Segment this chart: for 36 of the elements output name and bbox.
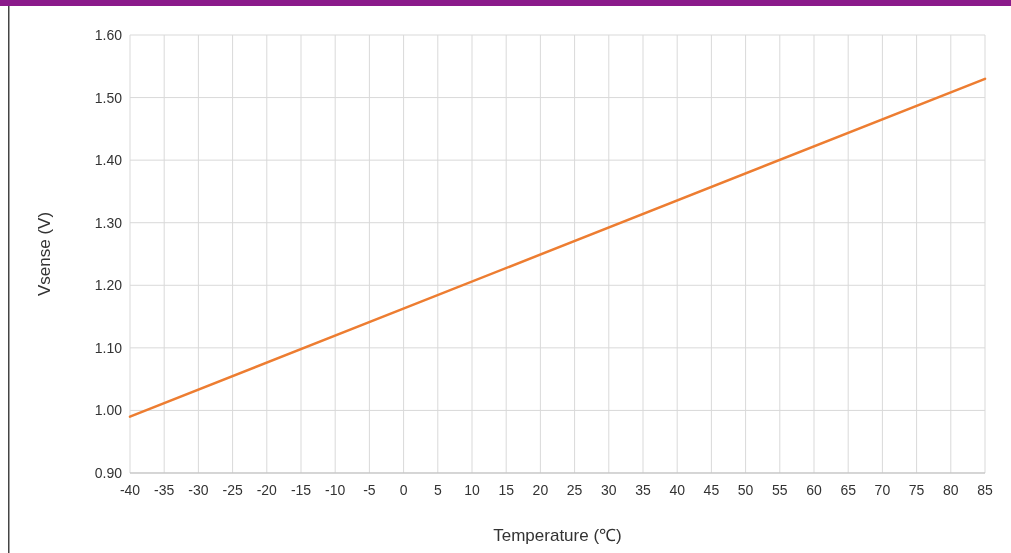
- x-axis-title: Temperature (℃): [493, 526, 622, 545]
- y-tick-label: 1.60: [94, 27, 123, 43]
- y-tick-label: 1.40: [94, 152, 123, 169]
- x-tick-label: 0: [399, 482, 408, 498]
- y-tick-label: 0.90: [94, 465, 123, 481]
- x-tick-label: -10: [325, 482, 346, 498]
- y-tick-label: 1.00: [94, 402, 123, 419]
- x-tick-label: -25: [222, 482, 243, 498]
- y-tick-label: 1.10: [94, 339, 123, 356]
- x-tick-label: 40: [669, 482, 686, 498]
- x-tick-label: 30: [601, 482, 617, 498]
- x-tick-label: 10: [464, 482, 480, 498]
- x-tick-label: -35: [154, 482, 175, 498]
- y-axis-title: Vsense (V): [35, 211, 54, 297]
- x-tick-label: -15: [290, 482, 312, 498]
- x-tick-label: 75: [908, 482, 925, 498]
- x-tick-label: 20: [532, 482, 549, 498]
- x-tick-label: 45: [703, 482, 720, 498]
- x-tick-label: -30: [188, 482, 209, 498]
- y-tick-label: 1.20: [94, 277, 123, 294]
- x-tick-label: 65: [840, 482, 857, 498]
- x-tick-label: 5: [433, 482, 442, 498]
- x-tick-label: 55: [772, 482, 788, 498]
- x-tick-label: 50: [737, 482, 754, 498]
- x-tick-label: 15: [498, 482, 515, 498]
- y-tick-label: 1.50: [94, 89, 123, 106]
- x-tick-label: 85: [977, 482, 993, 498]
- x-tick-label: 70: [874, 482, 891, 498]
- x-tick-label: 35: [635, 482, 651, 498]
- x-tick-label: 60: [806, 482, 822, 498]
- x-tick-label: 80: [943, 482, 959, 498]
- x-tick-label: -40: [119, 482, 141, 498]
- x-tick-label: -20: [256, 482, 278, 498]
- x-tick-label: -5: [363, 482, 376, 498]
- x-tick-label: 25: [566, 482, 583, 498]
- y-tick-label: 1.30: [94, 214, 123, 231]
